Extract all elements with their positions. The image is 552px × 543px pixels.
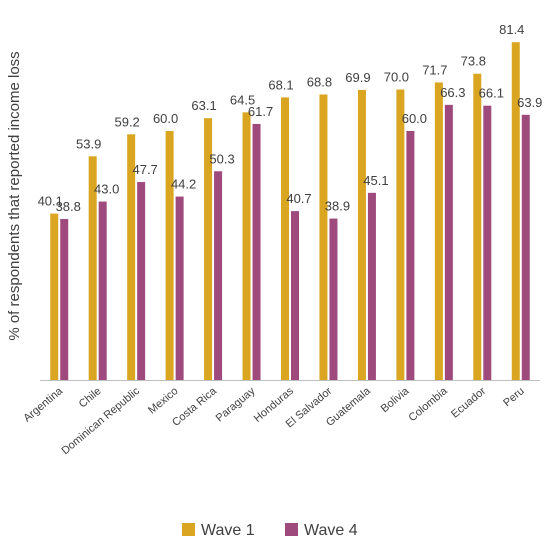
bar-wave4-guatemala: [367, 192, 376, 380]
value-label-wave1-costa-rica: 63.1: [191, 98, 216, 113]
value-label-wave4-colombia: 66.3: [440, 85, 465, 100]
value-label-wave1-dominican-republic: 59.2: [114, 114, 139, 129]
bar-wave4-ecuador: [483, 105, 492, 380]
value-label-wave4-chile: 43.0: [94, 182, 119, 197]
value-labels-layer: 40.138.8 53.9 43.0 59.2 47.7 60.0 44.2 63.1 50.3…: [38, 22, 543, 214]
x-tick-label-bolivia: Bolivia: [379, 385, 412, 416]
value-label-wave4-paraguay: 61.7: [248, 104, 273, 119]
value-label-wave4-mexico: 44.2: [171, 177, 196, 192]
x-tick-label-paraguay: Paraguay: [214, 385, 258, 425]
x-tick-label-ecuador: Ecuador: [449, 385, 488, 421]
value-label-wave4-argentina: 38.8: [56, 199, 81, 214]
value-label-wave1-ecuador: 73.8: [461, 54, 486, 69]
value-label-wave4-ecuador: 66.1: [479, 86, 504, 101]
bar-wave1-paraguay: [242, 112, 251, 380]
value-label-wave4-costa-rica: 50.3: [209, 151, 234, 166]
value-label-wave1-chile: 53.9: [76, 136, 101, 151]
value-label-wave1-guatemala: 69.9: [345, 70, 370, 85]
bar-wave4-chile: [98, 201, 107, 380]
x-tick-label-peru: Peru: [501, 385, 527, 409]
bar-wave1-el-salvador: [319, 94, 328, 380]
value-label-wave4-bolivia: 60.0: [402, 111, 427, 126]
bar-wave4-colombia: [444, 104, 453, 380]
legend-swatch-wave1: [182, 523, 195, 536]
bar-wave1-mexico: [165, 131, 174, 380]
bar-wave4-el-salvador: [329, 218, 338, 380]
bars-layer: [50, 42, 530, 380]
value-label-wave1-paraguay: 64.5: [230, 92, 255, 107]
bar-wave1-colombia: [434, 82, 443, 380]
x-tick-label-colombia: Colombia: [406, 385, 450, 425]
bar-wave1-argentina: [50, 213, 59, 380]
value-label-wave1-peru: 81.4: [499, 22, 524, 37]
legend-swatch-wave4: [285, 523, 298, 536]
bar-wave1-honduras: [281, 97, 289, 380]
value-label-wave1-argentina: 40.1: [38, 194, 63, 209]
bar-wave4-honduras: [291, 211, 299, 380]
x-tick-label-chile: Chile: [77, 385, 104, 410]
bar-wave1-chile: [88, 156, 97, 380]
bar-wave1-dominican-republic: [127, 134, 136, 380]
value-label-wave4-dominican-republic: 47.7: [132, 162, 157, 177]
value-label-wave4-peru: 63.9: [517, 95, 542, 110]
value-label-wave1-honduras: 68.1: [268, 77, 293, 92]
bar-wave4-mexico: [175, 196, 184, 380]
value-label-wave1-colombia: 71.7: [422, 62, 447, 77]
bar-wave1-guatemala: [357, 89, 366, 380]
legend: Wave 1 Wave 4: [182, 522, 358, 539]
bar-wave1-costa-rica: [204, 118, 213, 380]
legend-label-wave1: Wave 1: [201, 522, 255, 539]
value-label-wave4-el-salvador: 38.9: [325, 199, 350, 214]
bar-wave1-bolivia: [396, 89, 405, 380]
bar-wave4-argentina: [60, 218, 69, 380]
value-label-wave1-el-salvador: 68.8: [307, 74, 332, 89]
x-tick-label-argentina: Argentina: [21, 385, 65, 425]
x-tick-label-mexico: Mexico: [146, 385, 180, 417]
value-label-wave1-mexico: 60.0: [153, 111, 178, 126]
bar-wave1-peru: [511, 42, 520, 380]
bar-wave4-paraguay: [252, 123, 261, 380]
bar-wave4-bolivia: [406, 131, 415, 380]
value-label-wave1-bolivia: 70.0: [384, 70, 409, 85]
bar-wave1-ecuador: [473, 73, 482, 380]
value-label-wave4-honduras: 40.7: [286, 191, 311, 206]
bar-wave4-dominican-republic: [137, 182, 146, 380]
bar-wave4-peru: [521, 114, 530, 380]
value-label-wave4-guatemala: 45.1: [363, 173, 388, 188]
y-axis-title: % of respondents that reported income lo…: [6, 51, 23, 340]
legend-label-wave4: Wave 4: [304, 522, 358, 539]
bar-wave4-costa-rica: [214, 171, 223, 380]
